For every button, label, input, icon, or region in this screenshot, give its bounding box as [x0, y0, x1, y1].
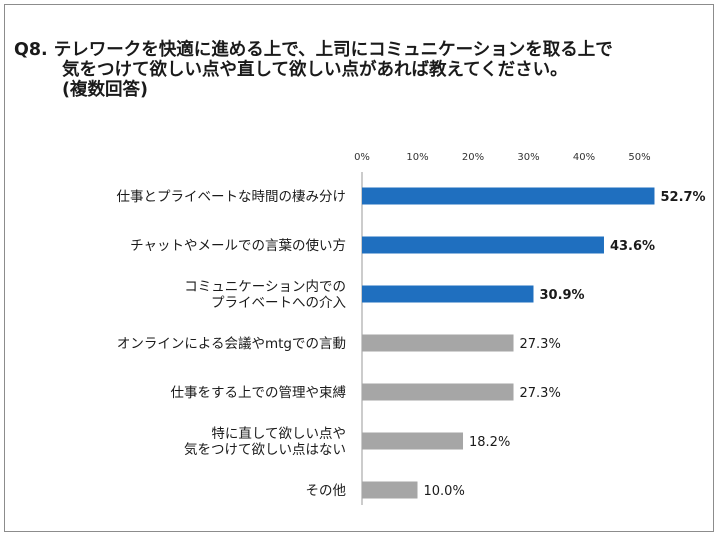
bar-7 — [362, 481, 418, 499]
category-label-7: その他 — [306, 483, 347, 499]
chart-frame — [4, 4, 714, 532]
bar-5 — [362, 383, 514, 401]
title-line-3: (複数回答) — [62, 80, 148, 100]
category-label-3-line-1: コミュニケーション内での — [184, 279, 346, 295]
chart-title: Q8. テレワークを快適に進める上で、上司にコミュニケーションを取る上で 気をつ… — [14, 40, 704, 100]
bar-2 — [362, 236, 604, 254]
x-tick-label: 10% — [406, 152, 428, 163]
value-label-2: 43.6% — [610, 239, 655, 254]
x-tick-label: 20% — [462, 152, 484, 163]
value-label-7: 10.0% — [424, 484, 465, 499]
value-label-4: 27.3% — [520, 337, 561, 352]
category-label-1: 仕事とプライベートな時間の棲み分け — [117, 189, 347, 205]
bar-3 — [362, 285, 534, 303]
value-label-6: 18.2% — [469, 435, 510, 450]
x-tick-label: 40% — [573, 152, 595, 163]
category-label-5: 仕事をする上での管理や束縛 — [171, 384, 347, 401]
category-label-4: オンラインによる会議やmtgでの言動 — [117, 335, 346, 352]
category-label-3-line-2: プライベートへの介入 — [211, 295, 346, 311]
value-label-3: 30.9% — [539, 288, 584, 303]
value-label-1: 52.7% — [660, 190, 705, 205]
x-tick-label: 0% — [354, 152, 370, 163]
category-label-2: チャットやメールでの言葉の使い方 — [130, 237, 346, 254]
category-label-6-line-1: 特に直して欲しい点や — [211, 426, 346, 442]
x-tick-label: 50% — [628, 152, 650, 163]
bar-1 — [362, 187, 655, 205]
bar-6 — [362, 432, 464, 450]
title-line-1: Q8. テレワークを快適に進める上で、上司にコミュニケーションを取る上で — [14, 40, 613, 60]
bar-4 — [362, 334, 514, 352]
value-label-5: 27.3% — [520, 386, 561, 401]
category-label-6-line-2: 気をつけて欲しい点はない — [184, 442, 346, 458]
title-line-2: 気をつけて欲しい点や直して欲しい点があれば教えてください。 — [62, 60, 568, 80]
x-tick-label: 30% — [517, 152, 539, 163]
